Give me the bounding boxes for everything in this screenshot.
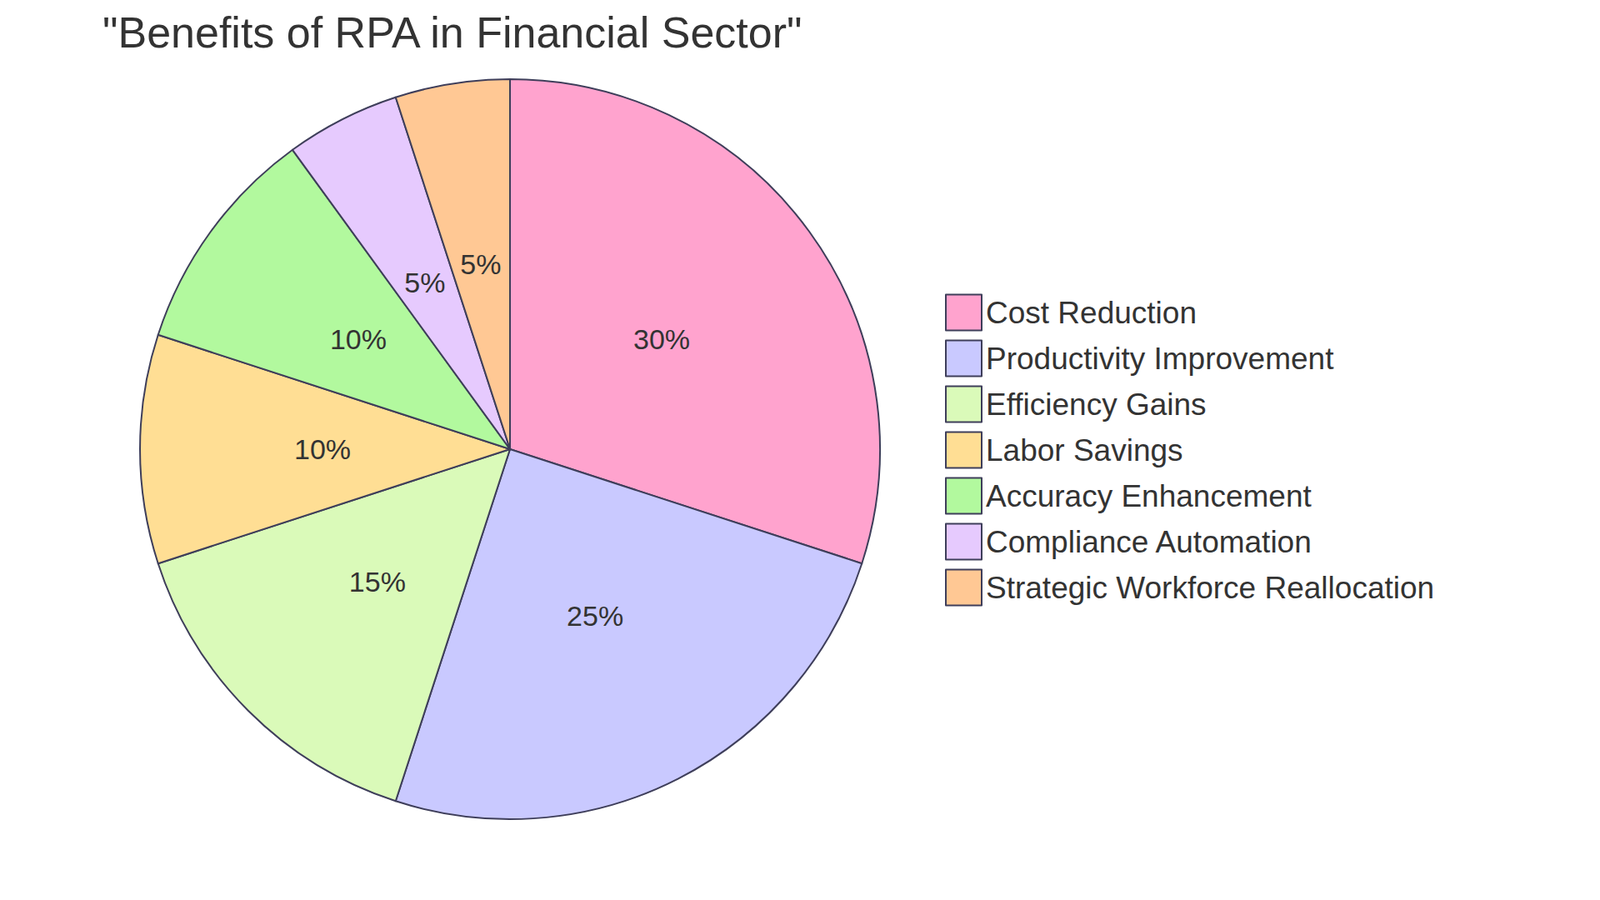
svg-text:25%: 25% xyxy=(566,600,624,632)
svg-text:5%: 5% xyxy=(460,248,501,280)
svg-text:"Benefits of RPA in Financial: "Benefits of RPA in Financial Sector" xyxy=(102,8,802,57)
svg-text:Cost Reduction: Cost Reduction xyxy=(985,295,1197,330)
svg-text:Strategic Workforce Reallocati: Strategic Workforce Reallocation xyxy=(985,570,1435,605)
svg-text:Productivity Improvement: Productivity Improvement xyxy=(985,341,1335,376)
svg-text:Accuracy Enhancement: Accuracy Enhancement xyxy=(985,479,1312,514)
svg-text:5%: 5% xyxy=(404,266,445,299)
svg-text:Compliance Automation: Compliance Automation xyxy=(985,525,1312,560)
svg-text:10%: 10% xyxy=(330,323,387,355)
svg-text:10%: 10% xyxy=(294,433,351,465)
svg-text:Efficiency Gains: Efficiency Gains xyxy=(985,387,1207,422)
svg-text:30%: 30% xyxy=(633,323,690,355)
svg-text:Labor Savings: Labor Savings xyxy=(985,433,1184,468)
svg-text:15%: 15% xyxy=(349,565,406,598)
